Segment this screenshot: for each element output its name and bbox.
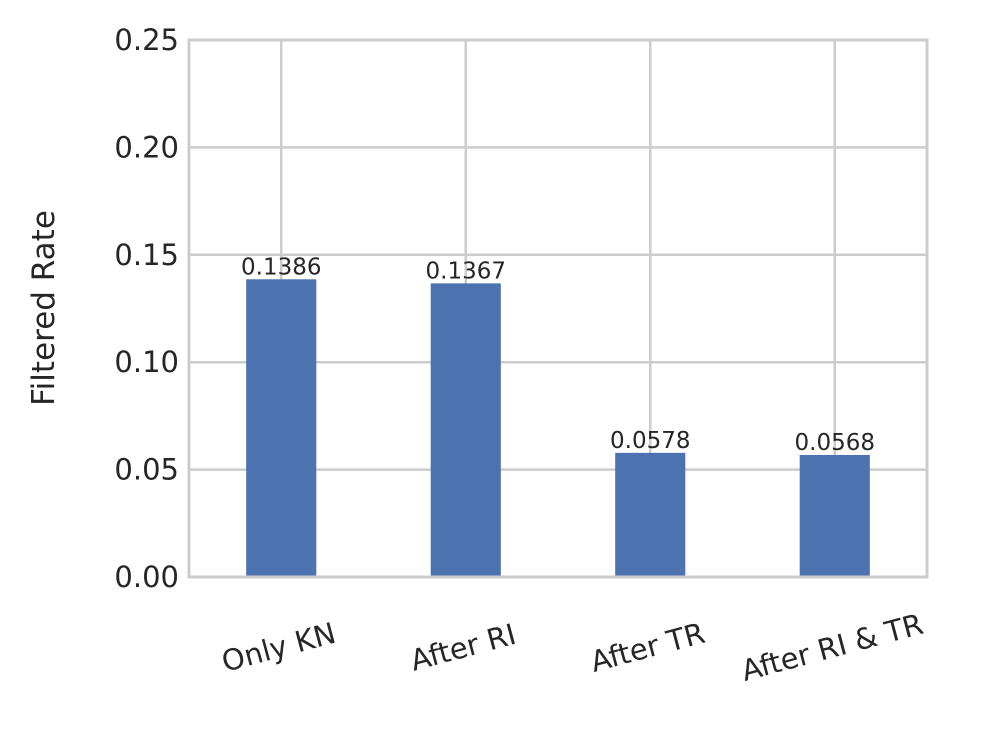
value-label: 0.0578 — [610, 428, 690, 454]
y-axis-label: Filtered Rate — [26, 210, 62, 406]
y-tick-label: 0.20 — [114, 130, 179, 164]
x-tick-label: After RI & TR — [738, 607, 927, 688]
value-label: 0.1367 — [426, 258, 506, 284]
value-label: 0.1386 — [241, 254, 321, 280]
y-tick-label: 0.10 — [114, 345, 179, 379]
x-tick-label: After TR — [587, 616, 709, 679]
x-tick-label: Only KN — [218, 616, 339, 679]
x-tick-label: After RI — [407, 617, 520, 678]
bar — [615, 452, 686, 577]
bar — [430, 283, 501, 577]
y-tick-label: 0.05 — [114, 453, 179, 487]
y-tick-label: 0.15 — [114, 238, 179, 272]
bar — [799, 454, 870, 577]
bar — [246, 279, 317, 577]
plot-frame — [187, 38, 929, 579]
value-label: 0.0568 — [795, 430, 875, 456]
y-tick-label: 0.00 — [114, 560, 179, 594]
y-tick-label: 0.25 — [114, 23, 179, 57]
